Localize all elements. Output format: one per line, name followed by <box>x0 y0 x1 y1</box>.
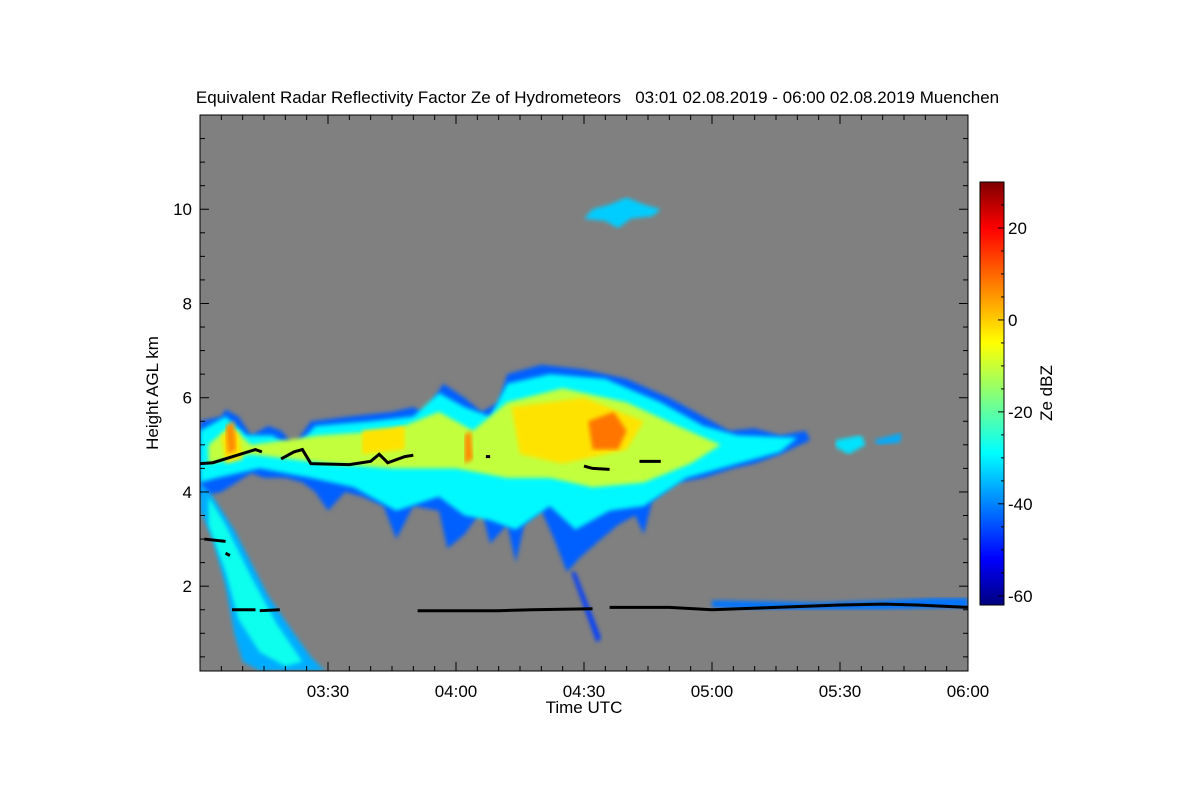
y-axis-label: Height AGL km <box>143 336 162 450</box>
y-tick-label: 4 <box>183 483 192 502</box>
y-tick-label: 6 <box>183 389 192 408</box>
core-orange <box>464 430 474 464</box>
core-orange <box>588 411 627 450</box>
colorbar-tick-label: -60 <box>1008 587 1033 606</box>
colorbar-tick-label: 0 <box>1008 311 1017 330</box>
y-tick-label: 8 <box>183 294 192 313</box>
upper-cloud <box>584 197 661 229</box>
x-tick-label: 03:30 <box>307 682 350 701</box>
colorbar-tick-label: -40 <box>1008 495 1033 514</box>
melting-layer-line <box>200 447 263 466</box>
y-tick-label: 10 <box>173 200 192 219</box>
x-tick-label: 05:00 <box>691 682 734 701</box>
cloud-base-line <box>224 551 231 557</box>
cloud-base-line <box>204 537 226 543</box>
fallstreak-to-ground <box>200 482 326 671</box>
y-tick-label: 2 <box>183 577 192 596</box>
cloud-base-line <box>259 608 280 613</box>
core-orange <box>225 421 237 455</box>
fallstreak-core <box>208 496 303 667</box>
x-axis-label: Time UTC <box>546 698 623 717</box>
x-tick-label: 05:30 <box>819 682 862 701</box>
cloud-base-line <box>417 607 593 613</box>
trailing-patch <box>874 433 902 445</box>
melting-layer-line <box>280 447 414 467</box>
core-yellow <box>362 425 405 455</box>
melting-layer-line <box>583 464 610 471</box>
precip-streak <box>571 572 602 643</box>
colorbar-label: Ze dBZ <box>1037 365 1056 421</box>
colorbar-tick-label: -20 <box>1008 403 1033 422</box>
x-tick-label: 06:00 <box>947 682 990 701</box>
x-tick-label: 04:00 <box>435 682 478 701</box>
colorbar-tick-label: 20 <box>1008 219 1027 238</box>
cloud-base-line <box>609 602 968 612</box>
chart-title: Equivalent Radar Reflectivity Factor Ze … <box>195 88 1000 107</box>
colorbar <box>979 181 1005 606</box>
x-tick-label: 04:30 <box>563 682 606 701</box>
trailing-patch <box>835 435 866 455</box>
